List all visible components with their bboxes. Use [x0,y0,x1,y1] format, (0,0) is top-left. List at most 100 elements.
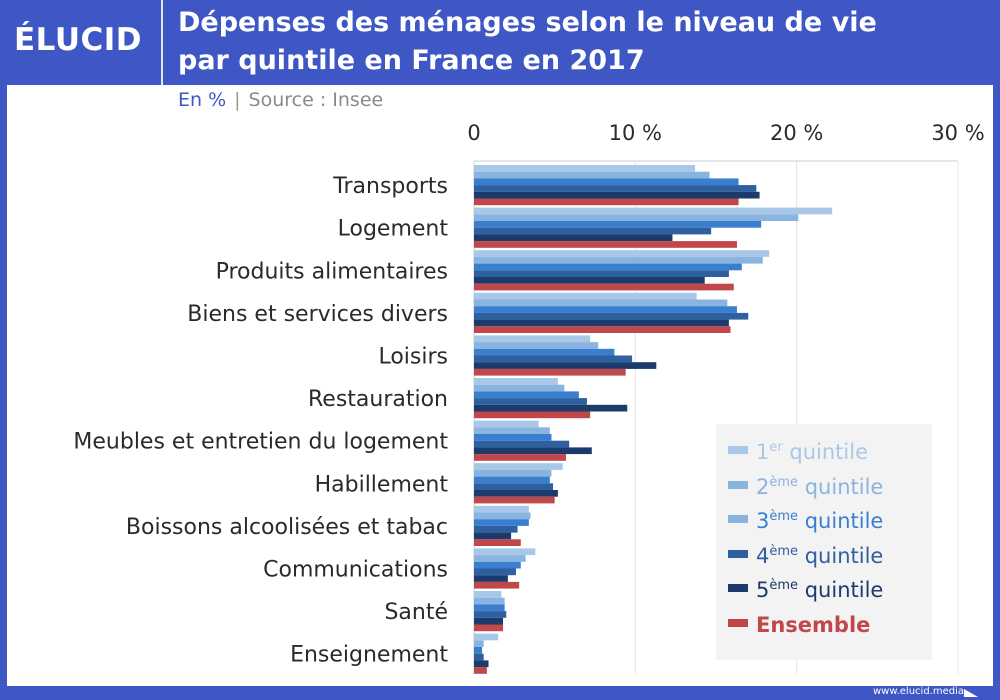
bar [474,532,512,540]
bar [474,420,539,428]
category-label: Logement [338,217,449,242]
bar [474,342,599,349]
bar [474,221,762,228]
bar [474,234,673,242]
category-label: Loisirs [378,345,448,370]
legend-item: 2ème quintile [728,475,883,499]
bar [474,384,565,392]
legend-item: 4ème quintile [728,544,883,568]
bar [474,178,739,186]
legend-item: 5ème quintile [728,578,883,602]
bar [474,214,799,221]
footer-url[interactable]: www.elucid.media [872,686,964,697]
bar [474,469,552,477]
bar [474,312,749,320]
subtitle-separator: | [234,89,241,111]
bar [474,306,737,313]
bar [474,263,742,271]
legend-label: quintile [782,440,869,464]
legend-label: quintile [798,474,884,499]
elucid-logo: ÉLUCID [14,22,143,58]
bar [474,185,757,192]
legend-number: 1 [756,440,770,464]
bar [474,617,504,625]
legend-swatch [728,584,748,592]
bar [474,604,505,612]
bar [474,496,555,504]
category-label: Biens et services divers [187,302,448,327]
legend-label: Ensemble [756,612,871,637]
bar [474,398,587,405]
bar [474,198,739,206]
bar [474,667,487,674]
legend-number: 3 [756,509,770,533]
bar [474,378,558,385]
source-label: Source : Insee [248,89,384,111]
bar [474,561,521,569]
bar [474,476,550,484]
bar [474,283,734,291]
bar [474,611,507,618]
legend-number: 5 [756,578,770,602]
bar [474,597,505,605]
legend-number: 2 [756,474,770,499]
legend-number: 4 [756,543,770,568]
unit-label: En % [178,89,227,111]
bar [474,483,554,490]
bar [474,270,729,277]
bar [474,519,529,526]
legend-item: 1er quintile [728,440,868,464]
bar [474,447,592,455]
legend-swatch [728,515,748,523]
bar [474,250,770,257]
bar [474,581,520,589]
title-line-2: par quintile en France en 2017 [178,45,645,76]
bar [474,335,591,343]
legend-label: quintile [798,509,884,533]
bar [474,490,558,497]
category-label: Enseignement [290,643,448,668]
bar [474,624,504,632]
legend-swatch [728,618,748,627]
bar [474,512,531,520]
bar [474,171,710,179]
category-label: Restauration [308,387,448,412]
bar [474,640,484,647]
x-tick-label: 10 % [609,121,662,145]
bar [474,427,550,434]
bar [474,227,712,235]
bar [474,548,536,556]
bar [474,660,489,668]
legend-swatch [728,446,748,454]
bar [474,525,518,533]
bar [474,568,516,576]
bar [474,348,615,356]
category-label: Boissons alcoolisées et tabac [126,515,448,540]
category-label: Communications [263,558,448,583]
legend-item: 3ème quintile [728,509,883,533]
chart-legend: 1er quintile 2ème quintile 3ème quintile 4è… [716,424,932,660]
bar [474,463,563,470]
legend-superscript: ème [769,578,799,593]
bar [474,575,508,582]
bar [474,277,705,284]
bar [474,191,760,199]
x-tick-label: 30 % [931,121,984,145]
bar [474,555,526,562]
bar [474,633,499,641]
bar [474,505,529,513]
bar [474,653,484,661]
bar [474,391,579,399]
legend-superscript: ème [769,509,799,524]
bar [474,256,763,264]
legend-swatch [728,480,748,489]
title-line-1: Dépenses des ménages selon le niveau de … [178,7,877,38]
category-label: Transports [332,174,448,199]
legend-superscript: ème [769,543,799,559]
chart-title: Dépenses des ménages selon le niveau de … [178,4,877,80]
legend-superscript: er [769,440,783,455]
bar [474,299,728,307]
elucid-mark-icon [964,689,978,697]
x-tick-label: 0 [467,121,480,145]
bar [474,165,696,172]
